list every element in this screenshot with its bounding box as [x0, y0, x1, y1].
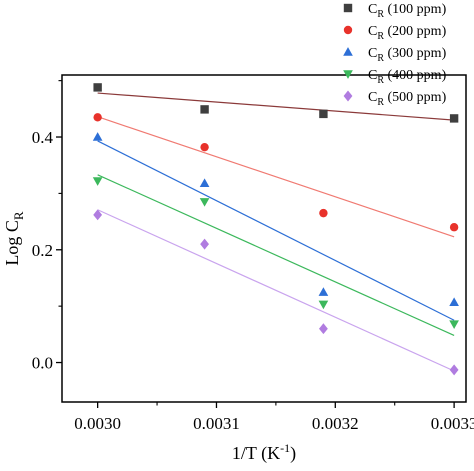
legend-label-tail: (300 ppm): [384, 46, 447, 61]
x-tick-label: 0.0033: [431, 414, 474, 433]
legend-label: CR (300 ppm): [368, 46, 447, 64]
x-tick-label: 0.0032: [312, 414, 359, 433]
x-axis-title-sup: -1: [280, 441, 290, 455]
y-tick-label: 0.4: [32, 128, 54, 147]
legend-label-tail: (500 ppm): [384, 90, 447, 105]
legend-label-tail: (400 ppm): [384, 68, 447, 83]
fit-line: [97, 140, 455, 321]
legend-label: CR (500 ppm): [368, 90, 447, 108]
markers-layer: [92, 83, 459, 376]
data-point: [199, 198, 210, 207]
data-point: [93, 113, 102, 122]
legend-label-base: C: [368, 2, 377, 17]
legend-label-base: C: [368, 68, 377, 83]
legend-marker: [343, 25, 353, 35]
x-axis-title-tail: ): [290, 443, 296, 464]
legend-label-tail: (100 ppm): [384, 2, 447, 17]
fit-lines-layer: [97, 92, 455, 372]
data-point: [92, 177, 103, 186]
legend-marker: [343, 90, 353, 102]
legend-label-sub: R: [377, 9, 384, 20]
y-tick-label: 0.0: [32, 354, 53, 373]
legend-label-sub: R: [377, 97, 384, 108]
data-point: [93, 83, 102, 92]
legend: CR (100 ppm)CR (200 ppm)CR (300 ppm)CR (…: [343, 2, 447, 108]
data-point: [449, 364, 459, 376]
legend-label-sub: R: [377, 53, 384, 64]
data-point: [319, 323, 328, 335]
legend-marker: [343, 3, 353, 13]
legend-label: CR (200 ppm): [368, 24, 447, 42]
legend-label-tail: (200 ppm): [384, 24, 447, 39]
data-point: [93, 209, 103, 221]
data-point: [92, 132, 103, 141]
fit-line: [97, 116, 455, 238]
y-tick-label: 0.2: [32, 241, 53, 260]
legend-label-sub: R: [377, 31, 384, 42]
data-point: [318, 300, 329, 310]
data-point: [449, 297, 459, 306]
legend-label-sub: R: [377, 75, 384, 86]
data-point: [319, 208, 328, 218]
data-point: [200, 238, 209, 250]
x-tick-label: 0.0030: [74, 414, 121, 433]
fit-line: [97, 174, 455, 337]
legend-label-base: C: [368, 24, 377, 39]
legend-label-base: C: [368, 46, 377, 61]
data-point: [200, 105, 209, 114]
y-axis-title: Log CR: [2, 211, 26, 266]
data-point: [449, 320, 459, 330]
legend-marker: [343, 47, 353, 56]
y-axis-title-base: Log C: [2, 220, 22, 266]
data-point: [318, 287, 329, 296]
y-axis-title-sub: R: [11, 211, 26, 220]
legend-label: CR (400 ppm): [368, 68, 447, 86]
data-point: [199, 178, 210, 188]
x-tick-label: 0.0031: [193, 414, 240, 433]
plot-frame: [61, 74, 467, 403]
fit-line: [97, 92, 455, 121]
data-point: [200, 142, 209, 152]
data-point: [319, 109, 328, 119]
x-axis-title: 1/T (K-1): [232, 441, 296, 464]
data-point: [449, 223, 459, 232]
legend-label-base: C: [368, 90, 377, 105]
fit-line: [97, 209, 455, 372]
data-point: [449, 114, 459, 123]
axes-layer: 0.0030 0.0031 0.0032 0.0033 0.0 0.2 0.4 1/T (K-…: [2, 74, 474, 464]
legend-label: CR (100 ppm): [368, 2, 447, 20]
x-axis-title-base: 1/T (K: [232, 443, 280, 464]
legend-marker: [343, 70, 353, 79]
